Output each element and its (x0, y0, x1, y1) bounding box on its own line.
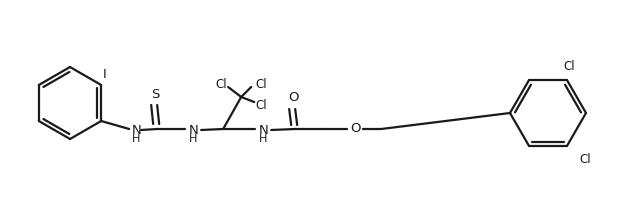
Text: H: H (189, 134, 197, 144)
Text: N: N (188, 124, 198, 137)
Text: I: I (102, 69, 106, 82)
Text: S: S (151, 88, 159, 101)
Text: H: H (132, 134, 140, 144)
Text: O: O (350, 123, 360, 136)
Text: N: N (259, 124, 268, 137)
Text: Cl: Cl (255, 98, 267, 111)
Text: O: O (288, 90, 298, 103)
Text: Cl: Cl (255, 77, 267, 90)
Text: N: N (131, 124, 141, 137)
Text: Cl: Cl (216, 77, 227, 90)
Text: H: H (259, 134, 268, 144)
Text: Cl: Cl (563, 60, 575, 73)
Text: Cl: Cl (579, 153, 591, 166)
